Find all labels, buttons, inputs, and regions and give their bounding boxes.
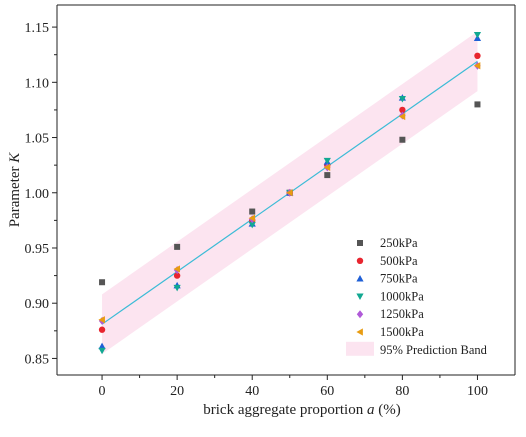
legend-marker bbox=[357, 240, 363, 246]
data-point bbox=[324, 172, 331, 179]
y-tick-label: 0.95 bbox=[25, 242, 50, 257]
legend-label: 250kPa bbox=[380, 236, 418, 250]
data-point bbox=[248, 214, 256, 222]
data-point bbox=[398, 96, 406, 103]
legend-marker bbox=[356, 310, 364, 319]
data-point bbox=[98, 316, 105, 324]
y-tick-label: 1.15 bbox=[25, 21, 50, 36]
data-point bbox=[173, 265, 181, 273]
data-point bbox=[473, 31, 482, 39]
legend-marker bbox=[356, 293, 364, 300]
legend-marker bbox=[356, 257, 364, 264]
x-tick-label: 80 bbox=[395, 384, 409, 399]
y-tick-label: 0.90 bbox=[25, 297, 50, 312]
data-point bbox=[98, 326, 106, 333]
legend-band-swatch bbox=[346, 341, 374, 356]
data-point bbox=[173, 272, 181, 279]
data-point bbox=[399, 106, 406, 114]
legend-label: 750kPa bbox=[380, 272, 418, 286]
legend-label: 95% Prediction Band bbox=[380, 343, 488, 357]
y-tick-label: 1.05 bbox=[25, 132, 50, 147]
legend-label: 1250kPa bbox=[380, 307, 424, 321]
data-point bbox=[173, 284, 181, 292]
data-point bbox=[98, 347, 106, 355]
data-point bbox=[323, 163, 331, 171]
data-point bbox=[398, 112, 406, 121]
legend: 250kPa 500kPa 750kPa 1000kPa 1250kPa 1500kPa 9… bbox=[346, 236, 488, 357]
x-tick-label: 100 bbox=[467, 384, 488, 399]
data-point bbox=[174, 243, 181, 250]
series-1500kPa bbox=[98, 62, 481, 324]
y-axis-title: Parameter K bbox=[7, 152, 23, 228]
data-point bbox=[399, 136, 406, 143]
data-point bbox=[286, 189, 293, 197]
axes-layer bbox=[56, 4, 516, 376]
data-point bbox=[248, 221, 256, 229]
x-tick-label: 0 bbox=[99, 384, 106, 399]
legend-marker bbox=[356, 328, 363, 336]
legend-label: 500kPa bbox=[380, 254, 418, 268]
data-point bbox=[473, 62, 481, 70]
data-point bbox=[323, 157, 331, 165]
x-tick-label: 40 bbox=[245, 384, 259, 399]
x-axis-title: brick aggregate proportion a (%) bbox=[203, 402, 400, 418]
data-point bbox=[474, 52, 481, 60]
x-tick-label: 20 bbox=[170, 384, 184, 399]
data-point bbox=[474, 101, 481, 108]
data-point bbox=[98, 342, 106, 350]
legend-marker bbox=[356, 275, 364, 282]
data-point bbox=[99, 279, 106, 286]
legend-label: 1500kPa bbox=[380, 325, 424, 339]
y-tick-label: 1.10 bbox=[25, 76, 50, 91]
y-tick-label: 0.85 bbox=[25, 352, 50, 367]
y-tick-label: 1.00 bbox=[25, 187, 50, 202]
points-layer bbox=[98, 31, 482, 355]
data-point bbox=[249, 208, 256, 215]
x-tick-label: 60 bbox=[320, 384, 334, 399]
legend-label: 1000kPa bbox=[380, 289, 424, 303]
ticks-layer: 0 20 40 60 80 100 0.85 0.90 0.95 1.00 1.05 1.10 1.15 bbox=[25, 21, 488, 399]
